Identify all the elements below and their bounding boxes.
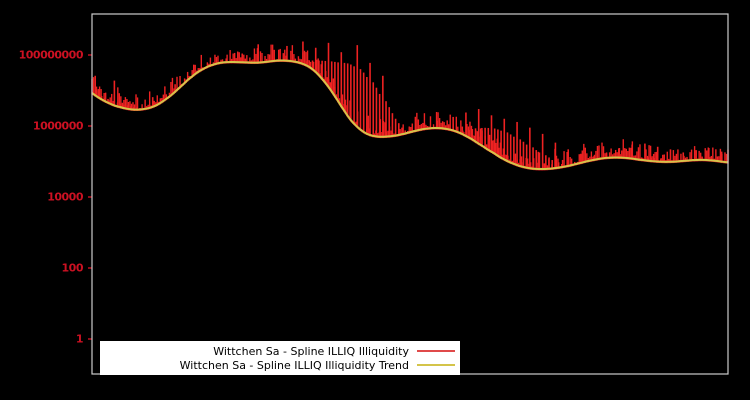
legend-row: Wittchen Sa - Spline ILLIQ Illiquidity: [105, 344, 455, 358]
legend-swatch-illiquidity: [417, 350, 455, 352]
legend-label-illiquidity: Wittchen Sa - Spline ILLIQ Illiquidity: [213, 344, 409, 358]
legend-label-illiquidity-trend: Wittchen Sa - Spline ILLIQ Illiquidity T…: [179, 358, 409, 372]
y-axis-tick-label: 1000000: [32, 119, 84, 133]
illiquidity-trend-line: [91, 59, 729, 171]
y-axis-tick-label: 1: [75, 332, 84, 346]
legend-row: Wittchen Sa - Spline ILLIQ Illiquidity T…: [105, 358, 455, 372]
y-axis-tick-label: 100: [61, 261, 84, 275]
y-axis-tick-label: 10000: [47, 190, 83, 204]
chart-legend[interactable]: Wittchen Sa - Spline ILLIQ Illiquidity W…: [100, 341, 460, 375]
legend-swatch-illiquidity-trend: [417, 364, 455, 366]
plot-background: [92, 14, 728, 374]
y-axis-ticks: [88, 54, 92, 340]
y-axis-tick-label: 100000000: [18, 48, 84, 62]
